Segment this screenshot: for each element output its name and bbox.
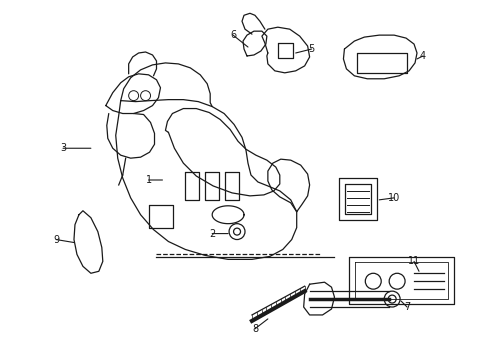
Text: 5: 5 bbox=[308, 44, 314, 54]
Text: 4: 4 bbox=[419, 51, 425, 61]
Text: 3: 3 bbox=[60, 143, 66, 153]
Text: 1: 1 bbox=[145, 175, 151, 185]
Text: 8: 8 bbox=[251, 324, 258, 334]
Text: 11: 11 bbox=[407, 256, 419, 266]
Text: 7: 7 bbox=[403, 302, 409, 312]
Text: 9: 9 bbox=[53, 234, 59, 244]
Text: 6: 6 bbox=[229, 30, 236, 40]
Text: 2: 2 bbox=[209, 229, 215, 239]
Text: 10: 10 bbox=[387, 193, 400, 203]
